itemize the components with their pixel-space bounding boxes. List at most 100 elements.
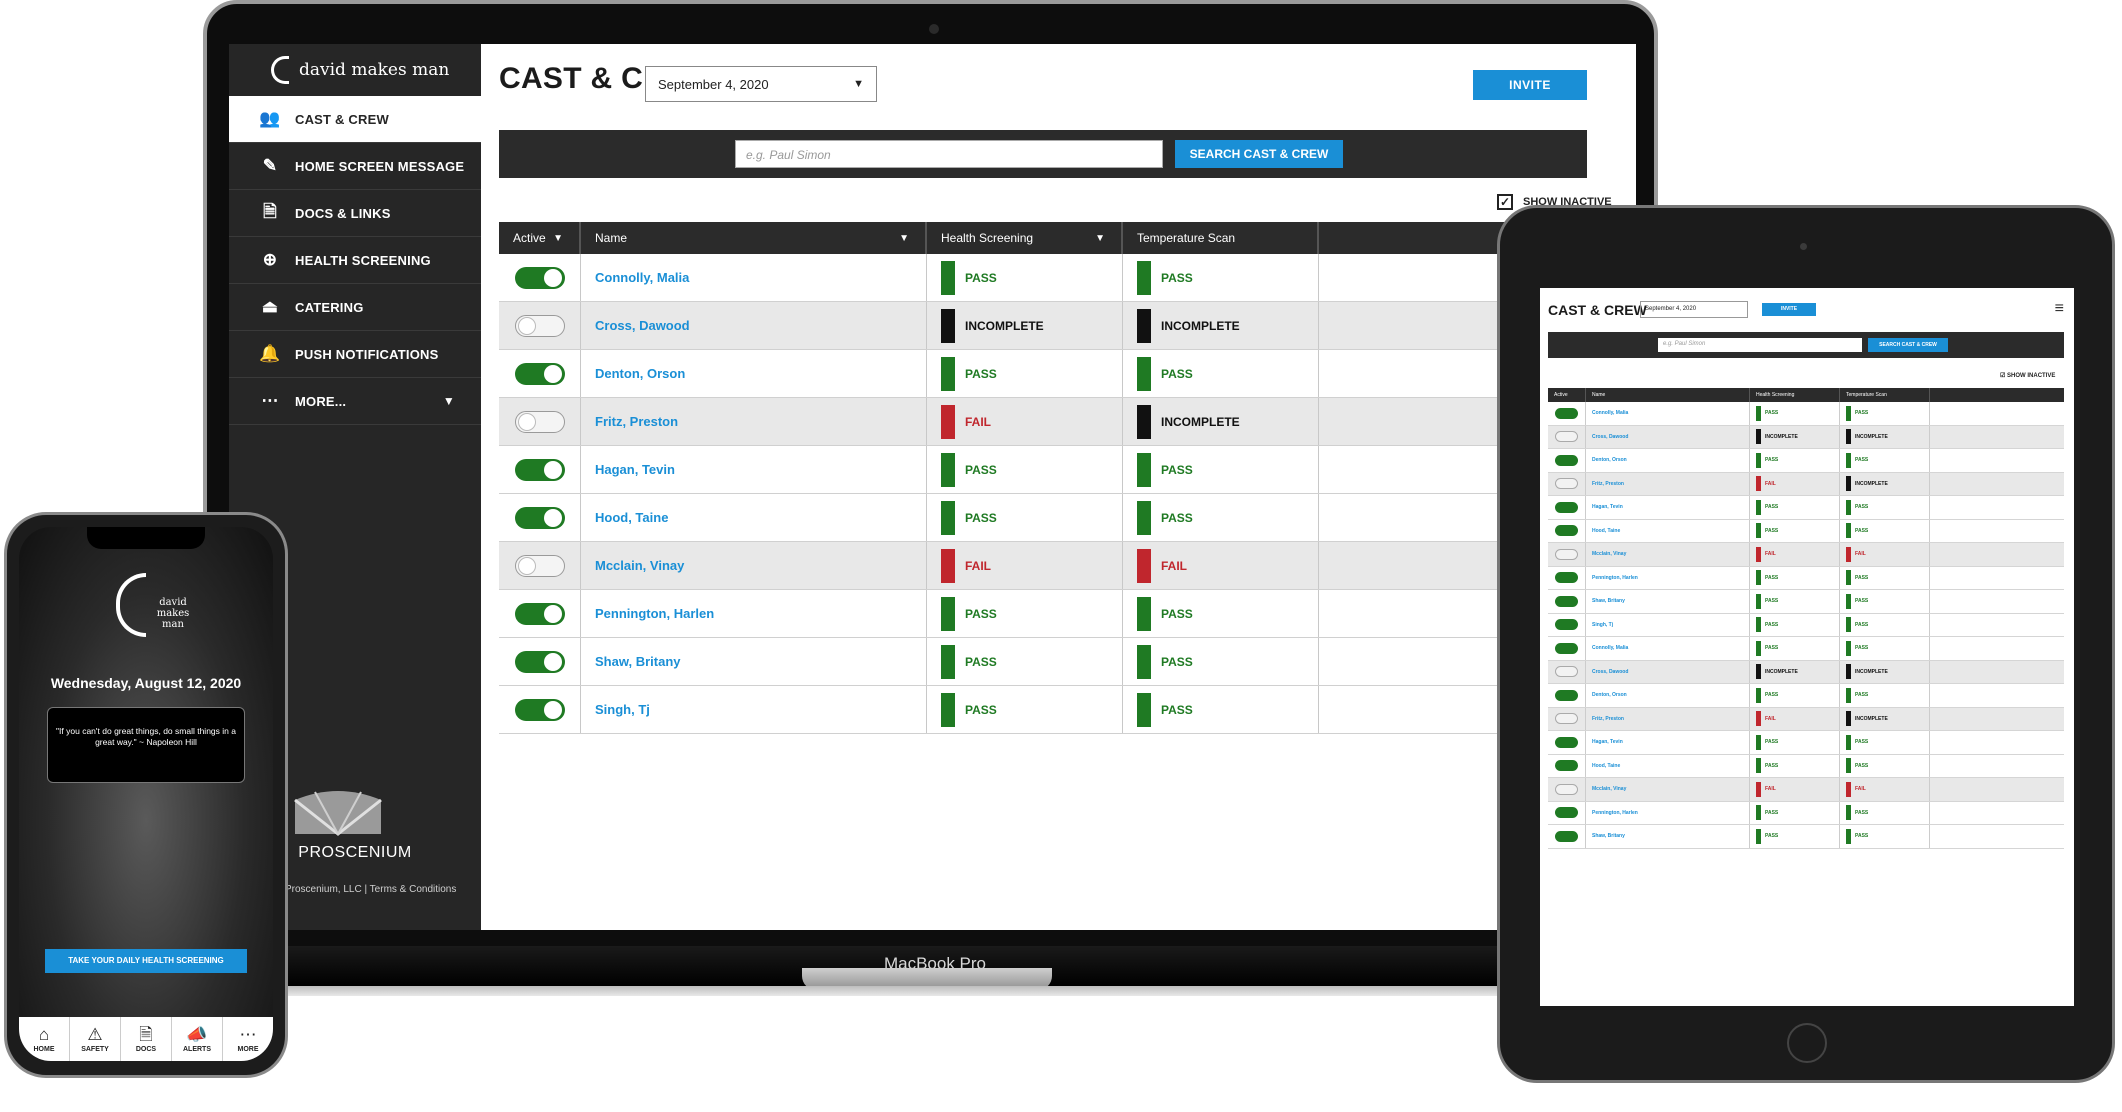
active-toggle[interactable]	[1555, 525, 1578, 537]
active-toggle[interactable]	[1555, 619, 1578, 631]
column-header-active[interactable]: Active ▼	[499, 222, 581, 254]
name-link[interactable]: Shaw, Britany	[1586, 825, 1750, 848]
name-link[interactable]: Hood, Taine	[581, 494, 927, 541]
active-toggle[interactable]	[1555, 501, 1578, 513]
sidebar-item-push-notifications[interactable]: 🔔 PUSH NOTIFICATIONS	[229, 331, 481, 378]
active-toggle[interactable]	[1555, 807, 1578, 819]
active-toggle[interactable]	[1555, 713, 1578, 725]
active-toggle[interactable]	[1555, 760, 1578, 772]
name-link[interactable]: Connolly, Malia	[1586, 637, 1750, 660]
column-header-name[interactable]: Name ▼	[581, 222, 927, 254]
name-link[interactable]: Shaw, Britany	[581, 638, 927, 685]
brand-logo[interactable]: david makes man	[229, 44, 481, 96]
tab-more[interactable]: ⋯ MORE	[223, 1017, 273, 1061]
search-input[interactable]: e.g. Paul Simon	[1658, 338, 1862, 352]
invite-button[interactable]: INVITE	[1762, 303, 1816, 316]
health-cell: PASS	[927, 494, 1123, 541]
name-link[interactable]: Mcclain, Vinay	[1586, 543, 1750, 566]
name-link[interactable]: Connolly, Malia	[1586, 402, 1750, 425]
name-link[interactable]: Singh, Tj	[581, 686, 927, 733]
status-bar	[1846, 664, 1851, 680]
sidebar-item-catering[interactable]: ⏏ CATERING	[229, 284, 481, 331]
column-header-active[interactable]: Active	[1548, 388, 1586, 402]
name-link[interactable]: Hood, Taine	[1586, 519, 1750, 542]
name-link[interactable]: Hagan, Tevin	[581, 446, 927, 493]
name-link[interactable]: Hood, Taine	[1586, 754, 1750, 777]
active-toggle[interactable]	[514, 602, 565, 625]
column-header-health[interactable]: Health Screening ▼	[927, 222, 1123, 254]
name-link[interactable]: Pennington, Harlen	[1586, 566, 1750, 589]
name-link[interactable]: Denton, Orson	[581, 350, 927, 397]
status-text: PASS	[965, 366, 997, 381]
name-link[interactable]: Connolly, Malia	[581, 254, 927, 301]
name-link[interactable]: Hagan, Tevin	[1586, 731, 1750, 754]
checkbox-checked-icon[interactable]: ✓	[1497, 194, 1513, 210]
column-header-health[interactable]: Health Screening	[1750, 388, 1840, 402]
name-link[interactable]: Mcclain, Vinay	[1586, 778, 1750, 801]
active-toggle[interactable]	[1555, 478, 1578, 490]
sidebar-item-health-screening[interactable]: ⊕ HEALTH SCREENING	[229, 237, 481, 284]
sidebar-item-docs-links[interactable]: 🗎 DOCS & LINKS	[229, 190, 481, 237]
active-toggle[interactable]	[1555, 830, 1578, 842]
health-screening-button[interactable]: TAKE YOUR DAILY HEALTH SCREENING	[45, 949, 247, 973]
active-toggle[interactable]	[1555, 454, 1578, 466]
name-link[interactable]: Fritz, Preston	[581, 398, 927, 445]
active-toggle[interactable]	[514, 458, 565, 481]
active-toggle[interactable]	[514, 698, 565, 721]
temp-cell: PASS	[1123, 590, 1319, 637]
tab-safety[interactable]: ⚠ SAFETY	[70, 1017, 121, 1061]
name-link[interactable]: Shaw, Britany	[1586, 590, 1750, 613]
hamburger-menu-icon[interactable]: ≡	[2054, 300, 2064, 317]
active-toggle[interactable]	[514, 362, 565, 385]
name-link[interactable]: Fritz, Preston	[1586, 707, 1750, 730]
search-button[interactable]: SEARCH CAST & CREW	[1868, 338, 1948, 352]
search-button[interactable]: SEARCH CAST & CREW	[1175, 140, 1343, 168]
status-bar	[941, 452, 955, 487]
active-toggle[interactable]	[514, 554, 565, 577]
tab-alerts[interactable]: 📣 ALERTS	[172, 1017, 223, 1061]
active-toggle[interactable]	[1555, 431, 1578, 443]
status-bar	[1846, 499, 1851, 515]
name-link[interactable]: Cross, Dawood	[1586, 425, 1750, 448]
show-inactive-toggle[interactable]: ☑ SHOW INACTIVE	[2000, 373, 2056, 379]
active-toggle[interactable]	[1555, 595, 1578, 607]
name-link[interactable]: Fritz, Preston	[1586, 472, 1750, 495]
active-toggle[interactable]	[1555, 783, 1578, 795]
footer-links[interactable]: Proscenium, LLC | Terms & Conditions	[285, 884, 457, 895]
sidebar-item-more[interactable]: ⋯ MORE... ▼	[229, 378, 481, 425]
active-toggle[interactable]	[514, 266, 565, 289]
active-toggle[interactable]	[1555, 642, 1578, 654]
active-toggle[interactable]	[1555, 736, 1578, 748]
name-link[interactable]: Singh, Tj	[1586, 613, 1750, 636]
active-toggle[interactable]	[1555, 666, 1578, 678]
sidebar-item-home-screen-message[interactable]: ✎ HOME SCREEN MESSAGE	[229, 143, 481, 190]
temp-cell: INCOMPLETE	[1123, 302, 1319, 349]
name-link[interactable]: Pennington, Harlen	[1586, 801, 1750, 824]
date-dropdown[interactable]: September 4, 2020 ▼	[645, 66, 877, 102]
column-header-name[interactable]: Name	[1586, 388, 1750, 402]
active-toggle[interactable]	[514, 410, 565, 433]
name-link[interactable]: Mcclain, Vinay	[581, 542, 927, 589]
invite-button[interactable]: INVITE	[1473, 70, 1587, 100]
active-toggle[interactable]	[514, 650, 565, 673]
active-toggle[interactable]	[1555, 689, 1578, 701]
name-link[interactable]: Denton, Orson	[1586, 684, 1750, 707]
active-toggle[interactable]	[1555, 548, 1578, 560]
name-link[interactable]: Cross, Dawood	[1586, 660, 1750, 683]
name-link[interactable]: Denton, Orson	[1586, 449, 1750, 472]
search-input[interactable]: e.g. Paul Simon	[735, 140, 1163, 168]
column-header-temperature[interactable]: Temperature Scan	[1840, 388, 1930, 402]
active-toggle[interactable]	[1555, 407, 1578, 419]
tab-docs[interactable]: 🗎 DOCS	[121, 1017, 172, 1061]
active-toggle[interactable]	[514, 314, 565, 337]
home-button[interactable]	[1787, 1023, 1827, 1063]
tab-home[interactable]: ⌂ HOME	[19, 1017, 70, 1061]
sidebar-item-cast-crew[interactable]: 👥 CAST & CREW	[229, 96, 481, 143]
column-header-temperature[interactable]: Temperature Scan	[1123, 222, 1319, 254]
date-dropdown[interactable]: September 4, 2020	[1640, 301, 1748, 318]
name-link[interactable]: Hagan, Tevin	[1586, 496, 1750, 519]
name-link[interactable]: Pennington, Harlen	[581, 590, 927, 637]
active-toggle[interactable]	[1555, 572, 1578, 584]
name-link[interactable]: Cross, Dawood	[581, 302, 927, 349]
active-toggle[interactable]	[514, 506, 565, 529]
